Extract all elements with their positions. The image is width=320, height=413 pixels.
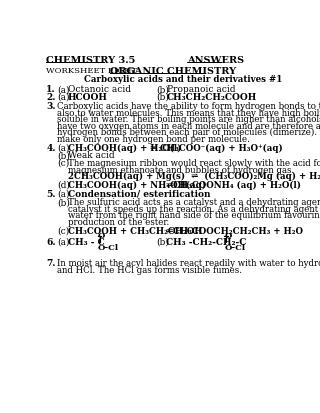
Text: The sulfuric acid acts as a catalyst and a dehydrating agent. As a: The sulfuric acid acts as a catalyst and… (68, 198, 320, 207)
Text: CH₃ - C: CH₃ - C (68, 237, 105, 246)
Text: In moist air the acyl halides react readily with water to hydrolyse into the aci: In moist air the acyl halides react read… (57, 259, 320, 268)
Text: Condensation/ esterification: Condensation/ esterification (68, 190, 211, 198)
Text: Octanoic acid: Octanoic acid (68, 85, 131, 94)
Text: ORGANIC CHEMISTRY: ORGANIC CHEMISTRY (110, 66, 236, 76)
Text: (b): (b) (57, 151, 70, 160)
Text: CH₃COONH₄ (aq) + H₂O(l): CH₃COONH₄ (aq) + H₂O(l) (173, 180, 301, 189)
Text: and HCl. The HCl gas forms visible fumes.: and HCl. The HCl gas forms visible fumes… (57, 265, 242, 274)
Text: (d): (d) (57, 180, 70, 189)
Text: 1.: 1. (46, 85, 56, 94)
Text: CH₃ -CH₂-CH₂-C: CH₃ -CH₂-CH₂-C (166, 237, 247, 246)
Text: catalyst it speeds up the reaction. As a dehydrating agent it removes: catalyst it speeds up the reaction. As a… (68, 204, 320, 214)
Text: make only one hydrogen bond per molecule.: make only one hydrogen bond per molecule… (57, 135, 250, 143)
Text: 4.: 4. (46, 143, 56, 152)
Text: magnesium ethanoate and bubbles of hydrogen gas.: magnesium ethanoate and bubbles of hydro… (68, 165, 294, 174)
Text: (a): (a) (57, 85, 69, 94)
Text: CHEMISTRY 3.5: CHEMISTRY 3.5 (46, 56, 136, 65)
Text: (a): (a) (57, 93, 69, 102)
Text: O: O (98, 232, 106, 240)
Text: WORKSHEET EIGHT: WORKSHEET EIGHT (46, 66, 137, 74)
Text: ⇌: ⇌ (165, 180, 173, 189)
Text: O-Cl: O-Cl (98, 243, 119, 251)
Text: O-Cl: O-Cl (224, 243, 245, 251)
Text: 3.: 3. (46, 102, 56, 111)
Text: ⇌: ⇌ (165, 226, 173, 235)
Text: (b): (b) (156, 85, 169, 94)
Text: also to water molecules. This means that they have high boiling points and are: also to water molecules. This means that… (57, 108, 320, 117)
Text: 7.: 7. (46, 259, 56, 268)
Text: CH₃CH₂CH₂COOH: CH₃CH₂CH₂COOH (167, 93, 257, 102)
Text: Carboxylic acids have the ability to form hydrogen bonds to themselves and: Carboxylic acids have the ability to for… (57, 102, 320, 111)
Text: 5.: 5. (46, 190, 56, 198)
Text: ⇌: ⇌ (150, 143, 157, 152)
Text: The magnesium ribbon would react slowly with the acid forming: The magnesium ribbon would react slowly … (68, 159, 320, 168)
Text: (b): (b) (57, 198, 70, 207)
Text: CH₃COOCH₂CH₂CH₃ + H₂O: CH₃COOCH₂CH₂CH₃ + H₂O (173, 226, 303, 235)
Text: Weak acid: Weak acid (68, 151, 115, 160)
Text: hydrogen bonds between each pair of molecules (dimerize). Alcohols can: hydrogen bonds between each pair of mole… (57, 128, 320, 137)
Text: CH₃COOH(aq) + NH₄OH(aq): CH₃COOH(aq) + NH₄OH(aq) (68, 180, 206, 189)
Text: production of the ester.: production of the ester. (68, 217, 169, 226)
Text: (a): (a) (57, 190, 69, 198)
Text: (c): (c) (57, 159, 69, 168)
Text: 6.: 6. (46, 237, 56, 246)
Text: CH₃COOH(aq) + H₂O(l): CH₃COOH(aq) + H₂O(l) (68, 143, 181, 152)
Text: (b): (b) (156, 237, 169, 246)
Text: have two oxygen atoms in each molecule and are therefore able to make two: have two oxygen atoms in each molecule a… (57, 121, 320, 131)
Text: soluble in water. Their boiling points are higher than alcohols because they: soluble in water. Their boiling points a… (57, 115, 320, 124)
Text: CH₃COOH + CH₃CH₂CH₂OH: CH₃COOH + CH₃CH₂CH₂OH (68, 226, 203, 235)
Text: 2.: 2. (46, 93, 56, 102)
Text: O: O (224, 232, 232, 240)
Text: CH₃COO⁻(aq) + H₃O⁺(aq): CH₃COO⁻(aq) + H₃O⁺(aq) (160, 143, 283, 152)
Text: ANSWERS: ANSWERS (187, 56, 244, 65)
Text: (b): (b) (156, 93, 169, 102)
Text: (a): (a) (57, 237, 69, 246)
Text: (a): (a) (57, 143, 69, 152)
Text: HCOOH: HCOOH (68, 93, 108, 102)
Text: water from the right hand side of the equilibrium favouring the: water from the right hand side of the eq… (68, 211, 320, 220)
Text: (c): (c) (57, 226, 69, 235)
Text: Propanoic acid: Propanoic acid (167, 85, 236, 94)
Text: Carboxylic acids and their derivatives #1: Carboxylic acids and their derivatives #… (84, 75, 283, 84)
Text: 2CH₃COOH(aq) + Mg(s)  ⇌  (CH₃COO)₂Mg (aq) + H₂(g): 2CH₃COOH(aq) + Mg(s) ⇌ (CH₃COO)₂Mg (aq) … (68, 172, 320, 181)
